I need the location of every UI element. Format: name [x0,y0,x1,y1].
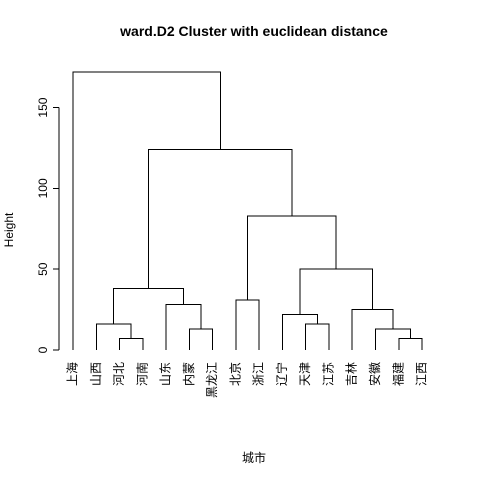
leaf-label: 江苏 [321,362,335,386]
leaf-label: 辽宁 [274,362,289,386]
leaf-label: 山东 [159,362,173,386]
leaf-label: 河南 [134,362,149,386]
dendrogram-link [398,338,423,350]
dendrogram-link [165,304,202,350]
dendrogram-link [188,328,214,350]
dendrogram-link [281,313,318,350]
leaf-label: 黑龙江 [205,362,219,398]
dendrogram-link [235,299,260,350]
leaf-label: 内蒙 [182,362,196,386]
dendrogram-link [113,288,185,325]
x-axis-label: 城市 [242,450,266,465]
leaf-label: 吉林 [345,362,359,386]
chart-title: ward.D2 Cluster with euclidean distance [119,23,388,39]
y-axis: 0 50 100 150 [36,97,60,353]
y-tick-label: 0 [36,346,50,353]
dendrogram-link [375,328,411,350]
dendrogram-link [95,323,132,350]
dendrogram-link [351,309,394,350]
leaf-label: 浙江 [252,362,266,386]
dendrogram-link [148,149,293,289]
y-tick-label: 150 [36,97,50,117]
leaf-label: 江西 [415,362,429,386]
dendrogram-link [305,323,330,350]
y-tick-label: 100 [36,178,50,198]
leaf-label: 北京 [228,362,242,386]
leaf-label: 福建 [390,362,405,386]
leaf-labels: 上海 山西 河北 河南 山东 内蒙 黑龙江 北京 浙江 辽宁 天津 江苏 吉林 安徽 福建 江西 [65,362,429,398]
leaf-label: 安徽 [367,362,382,386]
leaf-label: 上海 [65,362,80,386]
dendrogram-link [247,215,337,300]
dendrogram-link [72,71,221,350]
dendrogram-link [299,268,374,315]
leaf-label: 天津 [298,362,312,386]
dendrogram-link [119,338,144,350]
leaf-label: 山西 [89,362,103,386]
y-axis-label: Height [2,212,16,247]
dendrogram-tree [72,71,423,350]
y-tick-label: 50 [36,262,50,276]
leaf-label: 河北 [112,362,126,386]
